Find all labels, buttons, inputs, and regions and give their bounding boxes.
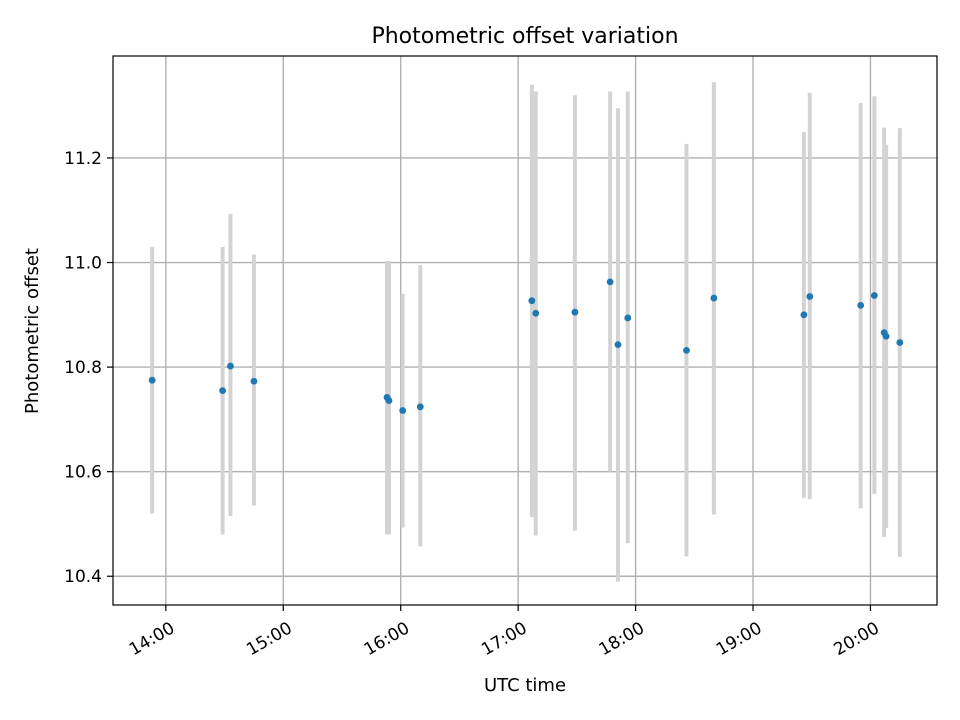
chart-title: Photometric offset variation — [371, 24, 678, 49]
data-point — [416, 403, 424, 411]
plot-area: 14:00 15:00 16:00 17:00 18:00 19:00 20:0010.41… — [64, 55, 938, 660]
data-point — [385, 397, 393, 404]
data-point — [148, 376, 156, 384]
data-point — [614, 341, 622, 349]
y-tick-label: 10.4 — [64, 567, 102, 587]
x-axis-label: UTC time — [484, 675, 566, 696]
data-point — [882, 332, 890, 340]
data-point — [683, 346, 690, 354]
data-point — [219, 387, 227, 395]
data-point — [870, 292, 878, 299]
y-tick-label: 11.0 — [64, 254, 102, 274]
data-point — [606, 278, 614, 286]
data-point — [532, 309, 540, 317]
data-point — [896, 339, 904, 346]
data-point — [250, 377, 258, 385]
data-point — [571, 308, 579, 316]
y-tick-label: 10.8 — [64, 358, 102, 378]
y-tick-label: 11.2 — [64, 149, 102, 169]
data-point — [528, 297, 536, 305]
data-point — [806, 293, 814, 300]
y-tick-label: 10.6 — [64, 463, 102, 483]
data-point — [624, 314, 632, 322]
data-point — [710, 294, 718, 302]
data-point — [857, 302, 865, 309]
data-point — [227, 362, 234, 370]
data-point — [800, 311, 808, 319]
y-axis-label: Photometric offset — [22, 248, 43, 414]
data-point — [399, 407, 407, 414]
axes-frame — [112, 55, 938, 606]
